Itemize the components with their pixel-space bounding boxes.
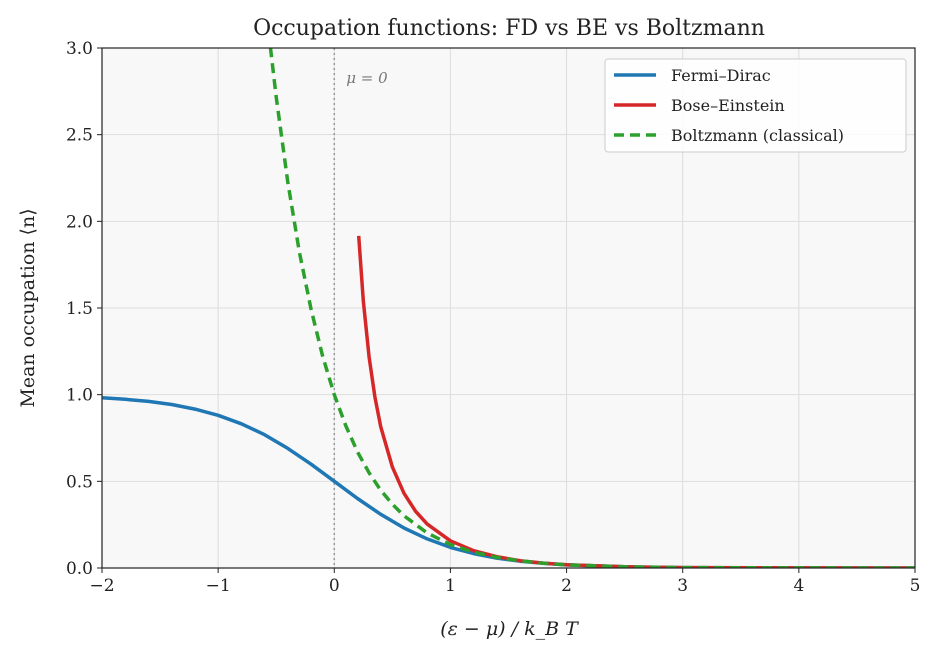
legend-label: Boltzmann (classical) — [671, 126, 844, 145]
y-axis-label: Mean occupation ⟨n⟩ — [17, 208, 39, 407]
y-tick-label: 2.0 — [66, 212, 93, 232]
series-line-boltzmann-classical — [268, 48, 915, 568]
y-tick-label: 2.5 — [66, 126, 93, 146]
y-tick-label: 0.0 — [66, 559, 93, 579]
legend: Fermi–Dirac Bose–Einstein Boltzmann (class… — [604, 58, 907, 153]
y-tick-label: 1.5 — [66, 299, 93, 319]
chart-title: Occupation functions: FD vs BE vs Boltzm… — [253, 16, 765, 41]
x-tick-label: 5 — [910, 576, 921, 596]
y-tick-label: 1.0 — [66, 386, 93, 406]
x-tick-label: 2 — [561, 576, 572, 596]
y-tick-label: 0.5 — [66, 472, 93, 492]
x-axis-label: (ε − μ) / k_B T — [440, 618, 579, 640]
mu-zero-annotation: μ = 0 — [346, 69, 388, 87]
legend-label: Bose–Einstein — [671, 96, 785, 115]
x-tick-label: 1 — [445, 576, 456, 596]
x-tick-label: 0 — [329, 576, 340, 596]
x-tick-label: 3 — [677, 576, 688, 596]
legend-box — [604, 58, 907, 153]
x-tick-label: −1 — [206, 576, 231, 596]
ticks: −2 −1 0 1 2 3 4 5 0.0 0.5 1.0 1.5 2.0 2.5 3.0 — [66, 39, 920, 596]
x-tick-label: −2 — [89, 576, 114, 596]
legend-label: Fermi–Dirac — [671, 66, 771, 85]
y-tick-label: 3.0 — [66, 39, 93, 59]
series-group — [102, 48, 915, 568]
x-tick-label: 4 — [793, 576, 804, 596]
